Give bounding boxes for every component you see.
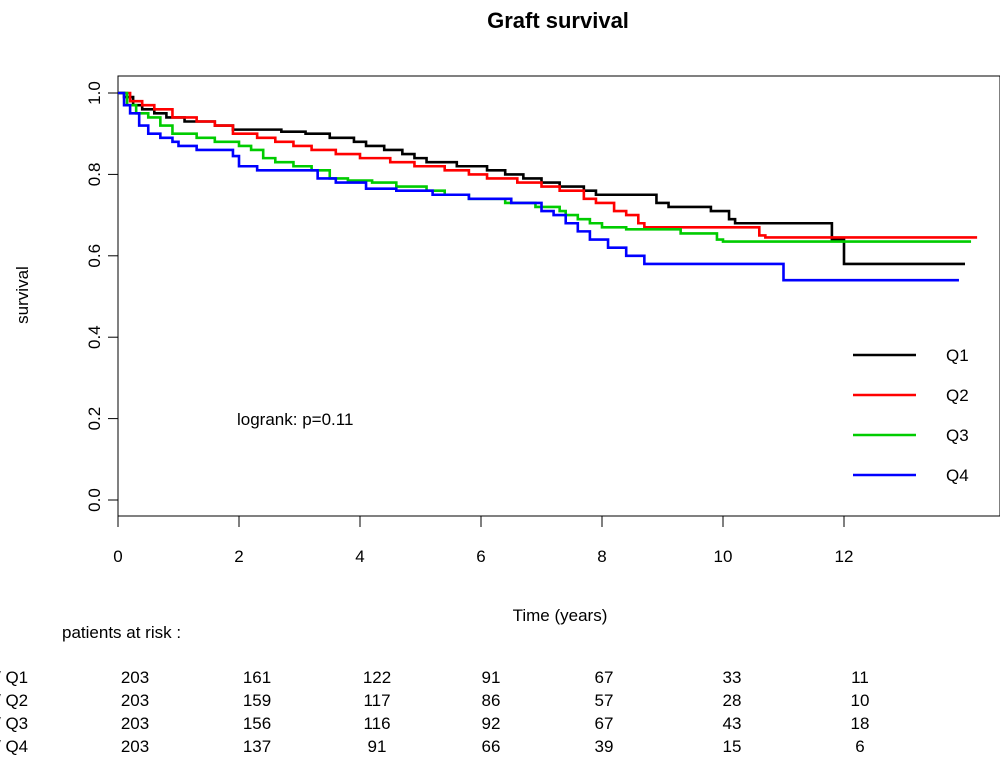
risk-cell: 161 <box>243 668 271 687</box>
risk-cell: 156 <box>243 714 271 733</box>
risk-cell: 67 <box>595 714 614 733</box>
risk-cell: 203 <box>121 737 149 756</box>
risk-cell: 43 <box>723 714 742 733</box>
risk-cell: 137 <box>243 737 271 756</box>
chart-title: Graft survival <box>487 8 629 33</box>
risk-table-header: patients at risk : <box>62 623 181 642</box>
risk-cell: 91 <box>482 668 501 687</box>
series-line-q2 <box>118 91 978 239</box>
y-tick-label: 0.8 <box>85 163 104 187</box>
plot-frame <box>117 75 1000 517</box>
risk-cell: 10 <box>851 691 870 710</box>
y-axis: 0.0 0.2 0.4 0.6 0.8 1.0 <box>85 81 118 512</box>
risk-cell: 86 <box>482 691 501 710</box>
risk-cell: 33 <box>723 668 742 687</box>
risk-cell: 18 <box>851 714 870 733</box>
series-line-q4 <box>118 91 959 282</box>
y-axis-label: survival <box>13 266 32 324</box>
x-tick-label: 12 <box>835 547 854 566</box>
x-tick-label: 2 <box>234 547 243 566</box>
x-axis-label: Time (years) <box>513 606 608 625</box>
y-tick-label: 0.0 <box>85 488 104 512</box>
y-tick-label: 0.6 <box>85 244 104 268</box>
risk-cell: 66 <box>482 737 501 756</box>
risk-row-label: / Q4 <box>0 737 28 756</box>
risk-cell: 159 <box>243 691 271 710</box>
y-tick-label: 0.4 <box>85 325 104 349</box>
risk-row-label: / Q2 <box>0 691 28 710</box>
logrank-annotation: logrank: p=0.11 <box>237 410 353 429</box>
risk-table: / Q1 203 161 122 91 67 33 11 / Q2 203 159 117 86 57 28… <box>0 668 869 756</box>
risk-cell: 91 <box>368 737 387 756</box>
legend-label-q1: Q1 <box>946 346 969 365</box>
risk-cell: 6 <box>855 737 864 756</box>
risk-row-label: / Q3 <box>0 714 28 733</box>
x-tick-label: 10 <box>714 547 733 566</box>
x-tick-label: 4 <box>355 547 364 566</box>
risk-cell: 15 <box>723 737 742 756</box>
risk-cell: 122 <box>363 668 391 687</box>
x-tick-label: 8 <box>597 547 606 566</box>
legend-label-q3: Q3 <box>946 426 969 445</box>
x-tick-label: 6 <box>476 547 485 566</box>
series-line-q3 <box>118 91 972 243</box>
series-lines <box>118 91 978 282</box>
risk-cell: 11 <box>851 668 869 687</box>
risk-cell: 116 <box>363 714 390 733</box>
risk-cell: 203 <box>121 691 149 710</box>
risk-cell: 203 <box>121 714 149 733</box>
risk-row-label: / Q1 <box>0 668 28 687</box>
risk-cell: 67 <box>595 668 614 687</box>
y-tick-label: 0.2 <box>85 407 104 431</box>
legend-label-q2: Q2 <box>946 386 969 405</box>
risk-cell: 39 <box>595 737 614 756</box>
legend: Q1 Q2 Q3 Q4 <box>853 346 969 485</box>
x-tick-label: 0 <box>113 547 122 566</box>
legend-label-q4: Q4 <box>946 466 969 485</box>
y-tick-label: 1.0 <box>85 81 104 105</box>
x-axis: 0 2 4 6 8 10 12 <box>113 516 853 566</box>
risk-cell: 117 <box>363 691 390 710</box>
risk-cell: 28 <box>723 691 742 710</box>
risk-cell: 92 <box>482 714 501 733</box>
risk-cell: 203 <box>121 668 149 687</box>
risk-cell: 57 <box>595 691 614 710</box>
